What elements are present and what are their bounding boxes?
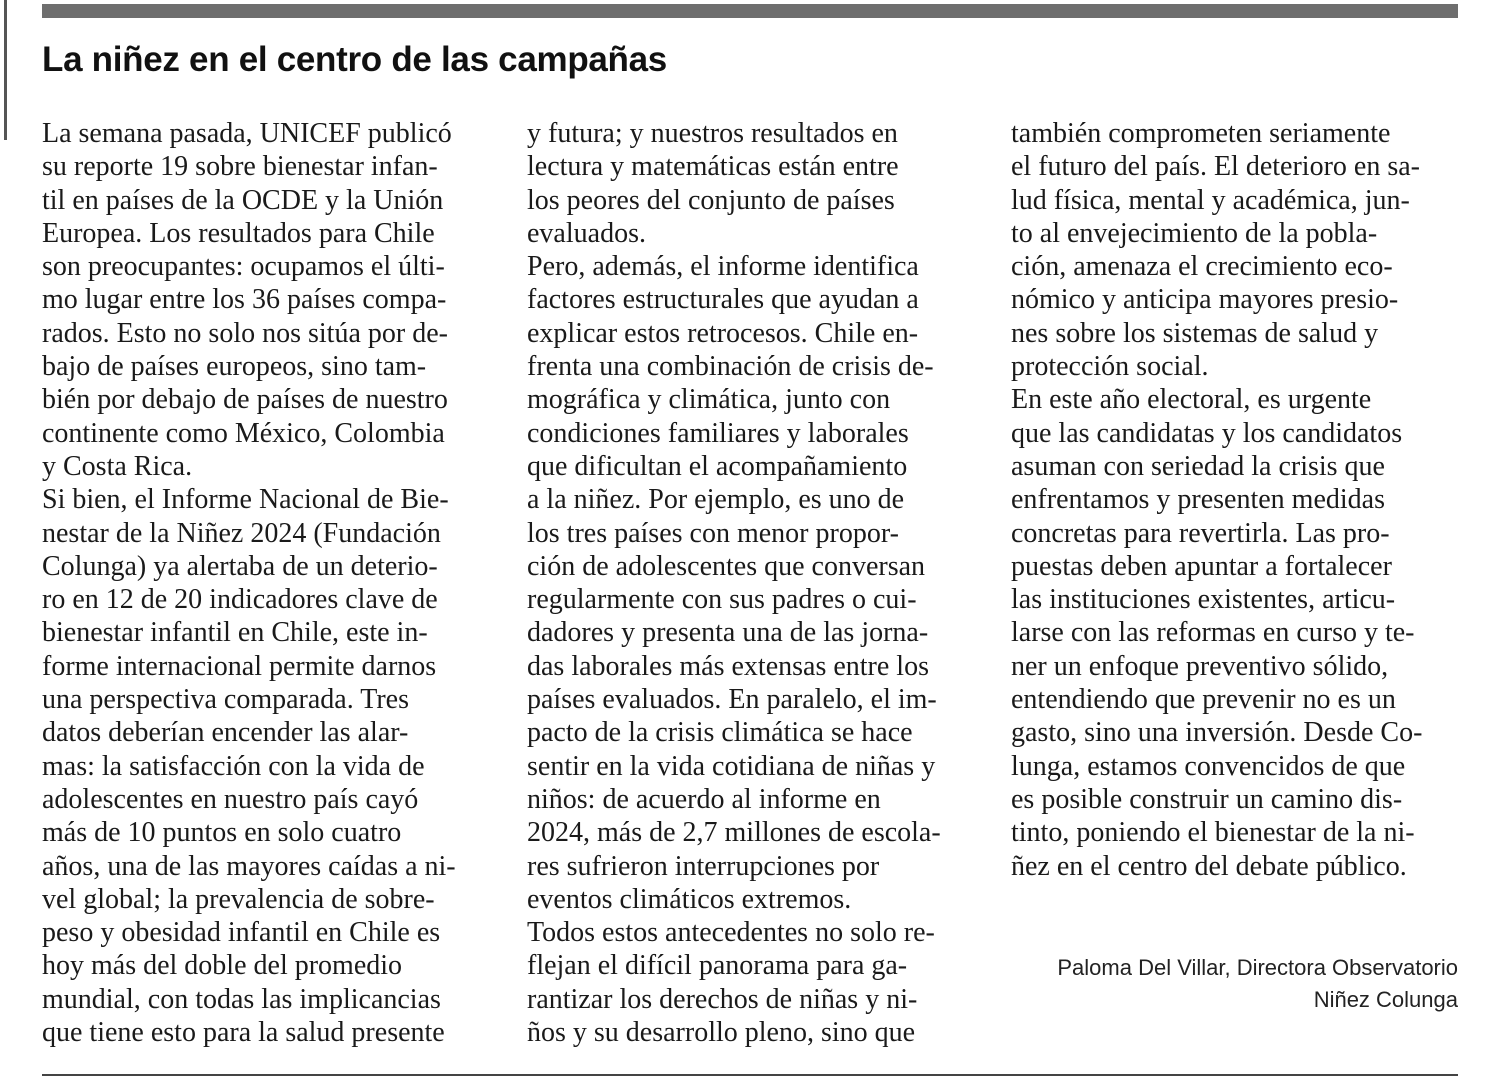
text-line: sentir en la vida cotidiana de niñas y: [527, 750, 936, 782]
article-title: La niñez en el centro de las campañas: [42, 40, 667, 79]
text-line: to al envejecimiento de la pobla-: [1011, 217, 1378, 249]
text-line: larse con las reformas en curso y te-: [1011, 617, 1415, 649]
text-line: res sufrieron interrupciones por: [527, 850, 880, 882]
text-line: lectura y matemáticas están entre: [527, 151, 899, 183]
text-line: vel global; la prevalencia de sobre-: [42, 883, 435, 915]
signature-line-1: Paloma Del Villar, Directora Observatori…: [1057, 955, 1458, 980]
text-line: factores estructurales que ayudan a: [527, 284, 919, 316]
text-line: ñez en el centro del debate público.: [1011, 850, 1407, 882]
text-line: protección social.: [1011, 351, 1209, 383]
section-header-bar: [42, 4, 1458, 18]
text-line: países evaluados. En paralelo, el im-: [527, 684, 937, 716]
text-line: lunga, estamos convencidos de que: [1011, 750, 1406, 782]
text-line: y futura; y nuestros resultados en: [527, 118, 898, 149]
text-line: ños y su desarrollo pleno, sino que: [527, 1017, 916, 1049]
bottom-divider: [42, 1074, 1458, 1076]
text-line: peso y obesidad infantil en Chile es: [42, 917, 441, 949]
text-line: asuman con seriedad la crisis que: [1011, 450, 1385, 482]
text-line: también comprometen seriamente: [1011, 118, 1391, 149]
text-line: una perspectiva comparada. Tres: [42, 684, 409, 716]
text-line: gasto, sino una inversión. Desde Co-: [1011, 717, 1423, 749]
text-line: los peores del conjunto de países: [527, 184, 895, 216]
author-signature: Paloma Del Villar, Directora Observatori…: [1057, 952, 1458, 1016]
text-line: forme internacional permite darnos: [42, 650, 437, 682]
text-line: En este año electoral, es urgente: [1011, 384, 1372, 416]
text-line: pacto de la crisis climática se hace: [527, 717, 913, 749]
text-line: condiciones familiares y laborales: [527, 417, 909, 449]
text-line: que las candidatas y los candidatos: [1011, 417, 1403, 449]
text-line: nestar de la Niñez 2024 (Fundación: [42, 517, 441, 549]
text-line: que dificultan el acompañamiento: [527, 450, 908, 482]
text-line: nómico y anticipa mayores presio-: [1011, 284, 1399, 316]
text-line: frenta una combinación de crisis de-: [527, 351, 934, 383]
text-line: ción, amenaza el crecimiento eco-: [1011, 251, 1393, 283]
text-line: son preocupantes: ocupamos el últi-: [42, 251, 445, 283]
text-line: Todos estos antecedentes no solo re-: [527, 917, 935, 949]
text-line: til en países de la OCDE y la Unión: [42, 184, 444, 216]
text-line: más de 10 puntos en solo cuatro: [42, 817, 402, 849]
text-line: puestas deben apuntar a fortalecer: [1011, 550, 1392, 582]
text-line: que tiene esto para la salud presente: [42, 1017, 445, 1049]
text-line: nes sobre los sistemas de salud y: [1011, 317, 1379, 349]
text-line: evaluados.: [527, 217, 646, 249]
text-line: años, una de las mayores caídas a ni-: [42, 850, 456, 882]
text-line: rados. Esto no solo nos sitúa por de-: [42, 317, 448, 349]
text-line: concretas para revertirla. Las pro-: [1011, 517, 1390, 549]
text-line: ro en 12 de 20 indicadores clave de: [42, 584, 438, 616]
text-line: flejan el difícil panorama para ga-: [527, 950, 908, 982]
text-line: enfrentamos y presenten medidas: [1011, 484, 1385, 516]
adjacent-column-rule: [4, 0, 7, 140]
text-line: bajo de países europeos, sino tam-: [42, 351, 427, 383]
text-line: adolescentes en nuestro país cayó: [42, 783, 419, 815]
text-line: niños: de acuerdo al informe en: [527, 783, 881, 815]
text-line: su reporte 19 sobre bienestar infan-: [42, 151, 438, 183]
text-line: 2024, más de 2,7 millones de escola-: [527, 817, 941, 849]
text-line: explicar estos retrocesos. Chile en-: [527, 317, 919, 349]
text-line: es posible construir un camino dis-: [1011, 783, 1403, 815]
article-column-2: y futura; y nuestros resultados en lectur…: [527, 117, 977, 1049]
text-line: a la niñez. Por ejemplo, es uno de: [527, 484, 905, 516]
text-line: Colunga) ya alertaba de un deterio-: [42, 550, 438, 582]
text-line: Si bien, el Informe Nacional de Bie-: [42, 484, 449, 516]
text-line: ción de adolescentes que conversan: [527, 550, 926, 582]
text-line: ner un enfoque preventivo sólido,: [1011, 650, 1389, 682]
text-line: lud física, mental y académica, jun-: [1011, 184, 1410, 216]
text-line: mográfica y climática, junto con: [527, 384, 891, 416]
text-line: hoy más del doble del promedio: [42, 950, 403, 982]
text-line: La semana pasada, UNICEF publicó: [42, 118, 452, 149]
text-line: entendiendo que prevenir no es un: [1011, 684, 1396, 716]
text-line: mo lugar entre los 36 países compa-: [42, 284, 447, 316]
article-column-1: La semana pasada, UNICEF publicó su repor…: [42, 117, 492, 1049]
text-line: rantizar los derechos de niñas y ni-: [527, 983, 918, 1015]
text-line: dadores y presenta una de las jorna-: [527, 617, 929, 649]
text-line: datos deberían encender las alar-: [42, 717, 409, 749]
text-line: mundial, con todas las implicancias: [42, 983, 441, 1015]
signature-line-2: Niñez Colunga: [1313, 987, 1458, 1012]
text-line: mas: la satisfacción con la vida de: [42, 750, 425, 782]
text-line: los tres países con menor propor-: [527, 517, 899, 549]
article-column-3: también comprometen seriamente el futuro …: [1011, 117, 1461, 883]
text-line: regularmente con sus padres o cui-: [527, 584, 917, 616]
text-line: Pero, además, el informe identifica: [527, 251, 919, 283]
text-line: tinto, poniendo el bienestar de la ni-: [1011, 817, 1415, 849]
text-line: bién por debajo de países de nuestro: [42, 384, 448, 416]
text-line: continente como México, Colombia: [42, 417, 445, 449]
text-line: las instituciones existentes, articu-: [1011, 584, 1396, 616]
text-line: bienestar infantil en Chile, este in-: [42, 617, 428, 649]
text-line: y Costa Rica.: [42, 450, 193, 482]
text-line: das laborales más extensas entre los: [527, 650, 929, 682]
text-line: eventos climáticos extremos.: [527, 883, 852, 915]
text-line: el futuro del país. El deterioro en sa-: [1011, 151, 1420, 183]
text-line: Europea. Los resultados para Chile: [42, 217, 435, 249]
